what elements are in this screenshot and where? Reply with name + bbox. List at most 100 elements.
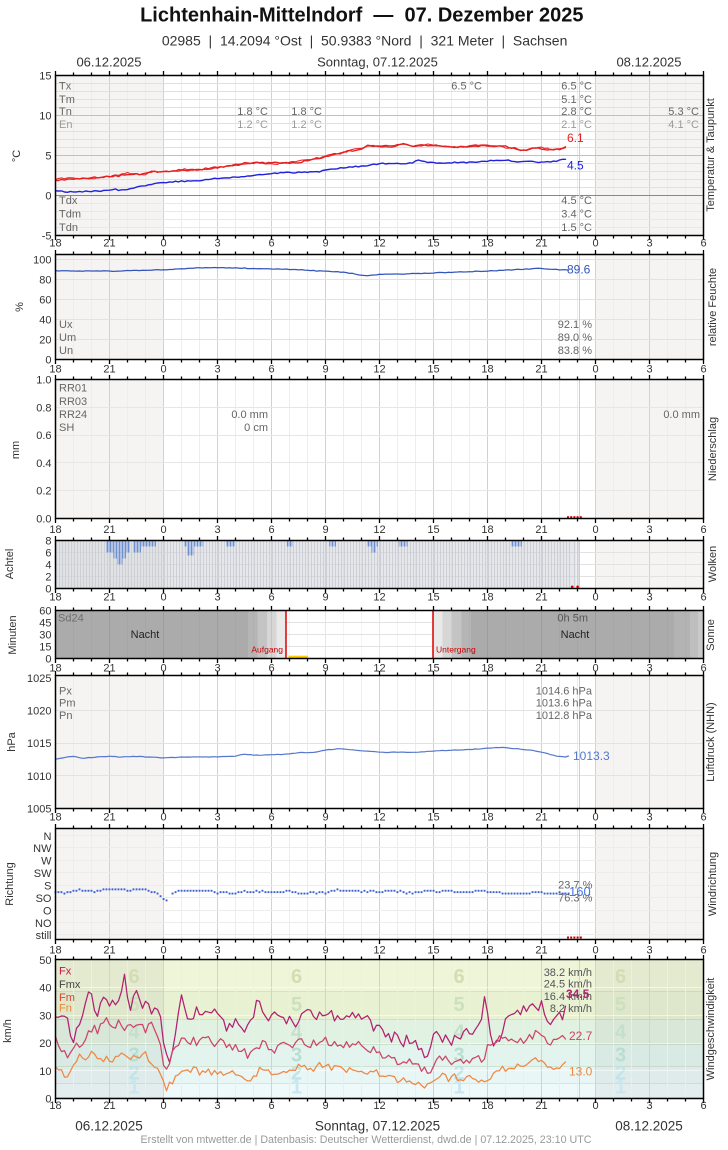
svg-text:60: 60	[39, 295, 51, 307]
svg-text:0: 0	[45, 355, 51, 367]
svg-text:Wolken: Wolken	[707, 546, 719, 582]
svg-text:18: 18	[481, 592, 493, 604]
svg-text:8: 8	[45, 536, 51, 548]
svg-text:0: 0	[160, 524, 166, 536]
svg-text:4: 4	[453, 1022, 465, 1044]
svg-text:06.12.2025: 06.12.2025	[76, 55, 141, 70]
svg-text:0h 5m: 0h 5m	[557, 613, 588, 625]
svg-text:Fn: Fn	[59, 1003, 72, 1015]
svg-text:hPa: hPa	[6, 731, 18, 751]
svg-text:6: 6	[700, 524, 706, 536]
svg-text:5.1 °C: 5.1 °C	[561, 94, 592, 106]
svg-text:89.6: 89.6	[567, 263, 591, 277]
svg-text:3: 3	[214, 592, 220, 604]
svg-text:1020: 1020	[27, 705, 51, 717]
svg-text:3: 3	[291, 1045, 302, 1067]
svg-text:6: 6	[268, 945, 274, 957]
svg-text:3: 3	[214, 812, 220, 824]
svg-text:5: 5	[615, 994, 626, 1016]
svg-text:40: 40	[39, 315, 51, 327]
svg-text:0: 0	[160, 1100, 166, 1112]
svg-text:RR24: RR24	[59, 409, 87, 421]
svg-text:NW: NW	[33, 843, 52, 855]
svg-text:6: 6	[268, 364, 274, 376]
svg-text:18: 18	[481, 663, 493, 675]
svg-text:Aufgang: Aufgang	[251, 645, 283, 655]
svg-text:15: 15	[427, 364, 439, 376]
svg-text:6: 6	[700, 592, 706, 604]
svg-text:34.5: 34.5	[566, 987, 590, 1001]
svg-text:12: 12	[373, 524, 385, 536]
svg-text:21: 21	[535, 524, 547, 536]
svg-text:°C: °C	[11, 150, 23, 162]
svg-text:Achtel: Achtel	[4, 549, 16, 580]
svg-text:6: 6	[268, 592, 274, 604]
svg-text:4: 4	[45, 560, 51, 572]
svg-text:0.6: 0.6	[36, 430, 51, 442]
svg-text:18: 18	[481, 945, 493, 957]
svg-text:6: 6	[268, 524, 274, 536]
svg-text:15: 15	[39, 642, 51, 654]
svg-text:1.2 °C: 1.2 °C	[291, 119, 322, 131]
svg-text:18: 18	[481, 812, 493, 824]
svg-text:1010: 1010	[27, 771, 51, 783]
svg-text:1013.6 hPa: 1013.6 hPa	[536, 698, 593, 710]
svg-text:0: 0	[592, 1100, 598, 1112]
svg-text:9: 9	[322, 812, 328, 824]
svg-text:9: 9	[322, 524, 328, 536]
svg-text:0: 0	[592, 812, 598, 824]
svg-text:En: En	[59, 119, 72, 131]
svg-text:RR01: RR01	[59, 383, 87, 395]
svg-text:2.8 °C: 2.8 °C	[561, 106, 592, 118]
svg-text:10: 10	[39, 1066, 51, 1078]
svg-text:2: 2	[291, 1063, 302, 1085]
svg-text:Temperatur & Taupunkt: Temperatur & Taupunkt	[705, 98, 717, 212]
svg-text:12: 12	[373, 945, 385, 957]
svg-text:SO: SO	[36, 893, 52, 905]
svg-text:NO: NO	[35, 918, 52, 930]
svg-text:3: 3	[646, 524, 652, 536]
svg-text:3: 3	[214, 238, 220, 250]
svg-text:Richtung: Richtung	[4, 862, 16, 905]
svg-text:6: 6	[45, 548, 51, 560]
svg-text:12: 12	[373, 592, 385, 604]
svg-text:89.0 %: 89.0 %	[558, 332, 592, 344]
svg-text:1: 1	[453, 1077, 464, 1099]
svg-text:5.3 °C: 5.3 °C	[668, 106, 699, 118]
svg-text:Sonntag, 07.12.2025: Sonntag, 07.12.2025	[315, 1119, 440, 1134]
svg-text:1.0: 1.0	[36, 375, 51, 387]
svg-text:Erstellt von mtwetter.de | Dat: Erstellt von mtwetter.de | Datenbasis: D…	[141, 1134, 592, 1146]
svg-text:5: 5	[45, 150, 51, 162]
svg-text:0: 0	[592, 663, 598, 675]
svg-text:18: 18	[49, 1100, 61, 1112]
svg-text:15: 15	[427, 524, 439, 536]
svg-text:6: 6	[291, 966, 302, 988]
svg-text:3: 3	[214, 524, 220, 536]
svg-text:21: 21	[103, 524, 115, 536]
svg-text:12: 12	[373, 364, 385, 376]
svg-text:6: 6	[700, 663, 706, 675]
svg-text:5: 5	[128, 994, 139, 1016]
svg-text:15: 15	[427, 663, 439, 675]
svg-text:0: 0	[160, 663, 166, 675]
svg-text:12: 12	[373, 812, 385, 824]
svg-text:0: 0	[592, 524, 598, 536]
svg-text:0.0: 0.0	[36, 514, 51, 526]
svg-text:20: 20	[39, 1038, 51, 1050]
svg-text:km/h: km/h	[2, 1019, 14, 1043]
svg-text:Sonntag, 07.12.2025: Sonntag, 07.12.2025	[317, 55, 438, 70]
svg-text:Untergang: Untergang	[436, 645, 476, 655]
svg-text:3: 3	[214, 945, 220, 957]
svg-text:W: W	[41, 856, 52, 868]
svg-text:40: 40	[39, 983, 51, 995]
svg-text:21: 21	[103, 812, 115, 824]
svg-text:1.8 °C: 1.8 °C	[237, 106, 268, 118]
svg-text:N: N	[44, 831, 52, 843]
svg-text:8.2 km/h: 8.2 km/h	[550, 1003, 592, 1015]
svg-text:Luftdruck (NHN): Luftdruck (NHN)	[705, 702, 717, 781]
svg-text:60: 60	[39, 606, 51, 618]
svg-text:SH: SH	[59, 422, 74, 434]
svg-text:2: 2	[128, 1063, 139, 1085]
svg-text:6.5 °C: 6.5 °C	[561, 81, 592, 93]
svg-text:15: 15	[427, 592, 439, 604]
